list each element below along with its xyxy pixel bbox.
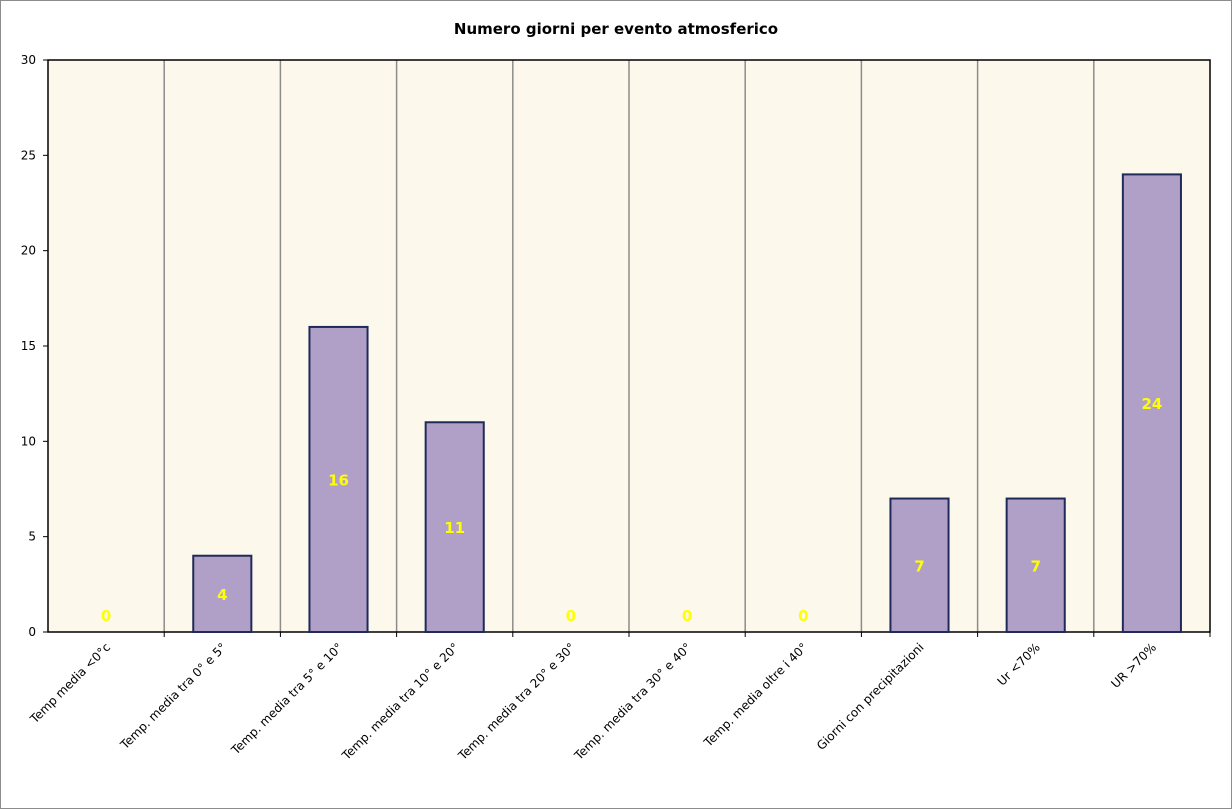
- y-tick-label: 5: [28, 530, 36, 544]
- data-label: 24: [1141, 395, 1162, 413]
- x-tick-label: Temp media <0°c: [27, 640, 113, 726]
- x-tick-label: Giorni con precipitazioni: [814, 640, 927, 753]
- x-tick-label: Temp. media oltre i 40°: [700, 640, 810, 750]
- x-tick-label: UR >70%: [1108, 640, 1159, 691]
- x-tick-label: Temp. media tra 5° e 10°: [228, 640, 346, 758]
- x-tick-label: Temp. media tra 20° e 30°: [455, 640, 578, 763]
- x-tick-label: Temp. media tra 30° e 40°: [571, 640, 694, 763]
- data-label: 0: [682, 607, 692, 625]
- y-tick-label: 30: [21, 53, 36, 67]
- y-tick-label: 0: [28, 625, 36, 639]
- data-label: 4: [217, 586, 227, 604]
- y-tick-label: 20: [21, 244, 36, 258]
- data-label: 0: [566, 607, 576, 625]
- bar: [192, 554, 253, 634]
- x-tick-label: Ur <70%: [995, 640, 1043, 688]
- data-label: 7: [914, 557, 924, 575]
- x-tick-label: Temp. media tra 10° e 20°: [339, 640, 462, 763]
- chart-title: Numero giorni per evento atmosferico: [453, 20, 779, 38]
- data-label: 16: [328, 471, 349, 489]
- y-tick-label: 10: [21, 434, 36, 448]
- data-label: 7: [1030, 557, 1040, 575]
- bar: [424, 421, 485, 633]
- bar: [1005, 497, 1066, 633]
- bar: [889, 497, 950, 633]
- bar: [1121, 173, 1182, 633]
- data-label: 11: [444, 519, 465, 537]
- y-tick-label: 25: [21, 148, 36, 162]
- data-label: 0: [798, 607, 808, 625]
- data-label: 0: [101, 607, 111, 625]
- y-tick-label: 15: [21, 339, 36, 353]
- x-tick-label: Temp. media tra 0° e 5°: [117, 640, 229, 752]
- bar: [308, 325, 369, 633]
